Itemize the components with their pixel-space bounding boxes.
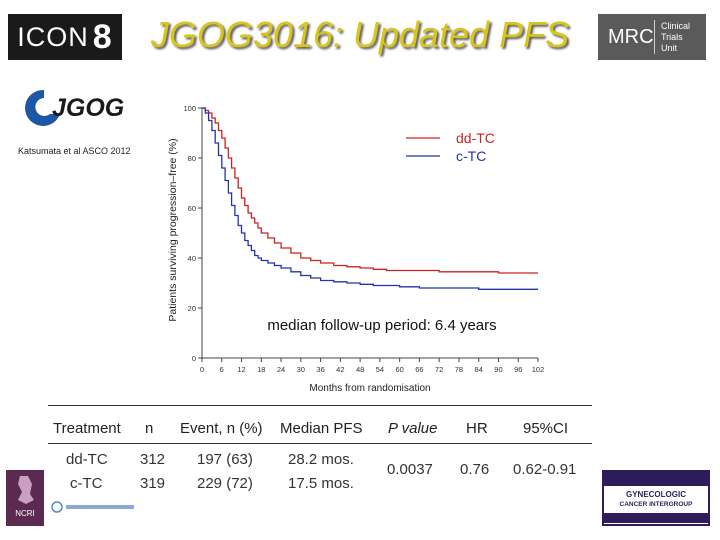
series-line-dd-tc [202, 107, 538, 274]
x-tick-label: 60 [395, 365, 403, 374]
header-n: n [145, 420, 154, 437]
ctu-line-3: Unit [661, 42, 678, 53]
results-table: Treatment n Event, n (%) Median PFS P va… [48, 405, 592, 501]
row2-treatment: c-TC [70, 475, 103, 492]
pfs-chart: 0 20 40 60 80 100 0 6 12 18 24 30 36 42 48 54 60 66 72 78 84… [167, 104, 544, 394]
icon8-logo-text: ICON [17, 21, 89, 52]
jgog-logo: JGOG [25, 89, 124, 126]
gci-banner-icon [604, 472, 708, 486]
x-tick-label: 24 [277, 365, 285, 374]
p-value: 0.0037 [387, 461, 433, 478]
header-95ci: 95%CI [523, 420, 569, 437]
chart-series [202, 107, 538, 290]
x-tick-label: 18 [257, 365, 265, 374]
header-treatment: Treatment [53, 420, 121, 437]
y-tick-label: 80 [188, 154, 196, 163]
icon8-logo: ICON 8 [8, 14, 122, 60]
chart-legend: dd-TC c-TC [406, 130, 495, 164]
mrc-logo-text: MRC [608, 25, 654, 48]
row1-n: 312 [140, 451, 166, 468]
gci-line-2: CANCER INTERGROUP [619, 501, 693, 508]
confidence-interval: 0.62-0.91 [513, 461, 577, 478]
ctu-line-1: Clinical [661, 20, 691, 31]
gci-logo: GYNECOLOGIC CANCER INTERGROUP [602, 470, 710, 526]
row1-event: 197 (63) [197, 451, 253, 468]
header-p-value: P value [388, 420, 438, 437]
x-tick-label: 12 [237, 365, 245, 374]
x-tick-label: 78 [455, 365, 463, 374]
partner-logo [51, 501, 134, 513]
chart-axes: 0 20 40 60 80 100 0 6 12 18 24 30 36 42 48 54 60 66 72 78 84… [183, 104, 544, 374]
x-axis-label: Months from randomisation [309, 383, 430, 394]
row2-n: 319 [140, 475, 166, 492]
icon8-logo-number: 8 [92, 17, 113, 56]
header-median-pfs: Median PFS [280, 420, 363, 437]
mrc-ctu-logo: MRC Clinical Trials Unit [598, 14, 706, 60]
x-tick-label: 36 [316, 365, 324, 374]
x-tick-label: 0 [200, 365, 204, 374]
gci-line-1: GYNECOLOGIC [625, 490, 686, 499]
y-tick-label: 20 [188, 304, 196, 313]
citation: Katsumata et al ASCO 2012 [18, 146, 131, 156]
header-event: Event, n (%) [180, 420, 263, 437]
table-header-rule [48, 443, 592, 444]
hazard-ratio: 0.76 [460, 461, 490, 478]
partner-wordmark-icon [66, 505, 134, 509]
partner-emblem-icon [51, 501, 63, 513]
ncri-logo-text: NCRI [15, 509, 35, 518]
series-line-c-tc [202, 107, 538, 290]
jgog-swoosh-icon [25, 89, 61, 126]
x-tick-label: 84 [475, 365, 483, 374]
row2-median-pfs: 17.5 mos. [288, 475, 354, 492]
row1-treatment: dd-TC [66, 451, 108, 468]
uk-map-icon [18, 476, 34, 504]
x-tick-label: 102 [532, 365, 545, 374]
y-tick-label: 60 [188, 204, 196, 213]
legend-label-dd-tc: dd-TC [456, 130, 495, 146]
row2-event: 229 (72) [197, 475, 253, 492]
mrc-logo-divider [654, 20, 655, 54]
y-axis-label: Patients surviving progression–free (%) [167, 138, 179, 321]
legend-label-c-tc: c-TC [456, 148, 486, 164]
x-tick-label: 90 [494, 365, 502, 374]
y-tick-label: 0 [192, 354, 196, 363]
x-tick-label: 54 [376, 365, 384, 374]
jgog-logo-text: JGOG [52, 94, 124, 122]
median-follow-up-annotation: median follow-up period: 6.4 years [267, 317, 496, 334]
page-title: JGOG3016: Updated PFS [150, 14, 570, 55]
y-tick-label: 100 [183, 104, 196, 113]
x-tick-label: 96 [514, 365, 522, 374]
x-tick-label: 66 [415, 365, 423, 374]
x-tick-label: 72 [435, 365, 443, 374]
gci-footer-band-icon [604, 513, 708, 523]
header-hr: HR [466, 420, 488, 437]
table-top-rule [48, 405, 592, 406]
x-tick-label: 30 [297, 365, 305, 374]
row1-median-pfs: 28.2 mos. [288, 451, 354, 468]
x-tick-label: 48 [356, 365, 364, 374]
ctu-line-2: Trials [661, 31, 683, 42]
ncri-logo: NCRI [6, 470, 44, 526]
x-tick-label: 6 [220, 365, 224, 374]
x-tick-label: 42 [336, 365, 344, 374]
y-tick-label: 40 [188, 254, 196, 263]
